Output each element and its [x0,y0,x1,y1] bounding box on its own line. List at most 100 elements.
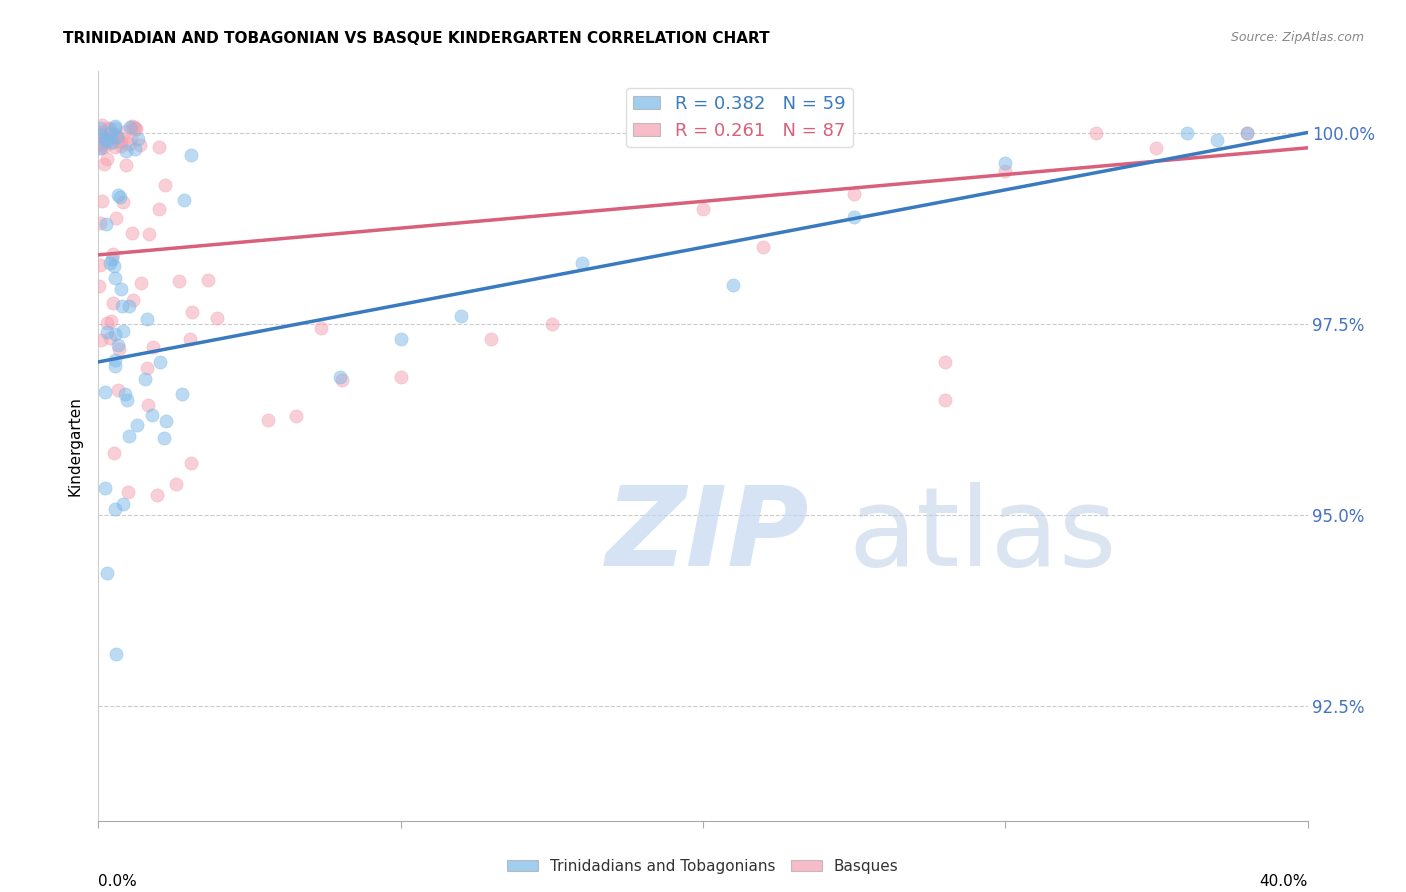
Point [124,142,146,156]
Point [148,202,170,217]
Point [89,133,111,147]
Point [94,131,117,145]
Point [104,502,127,516]
Point [115,145,138,159]
Point [104,353,127,368]
Point [1236,126,1258,140]
Point [167,274,190,288]
Point [117,485,139,500]
Point [118,136,141,151]
Point [994,163,1017,178]
Point [105,128,128,143]
Point [101,247,124,261]
Point [1236,126,1258,140]
Point [170,386,193,401]
Point [389,332,412,346]
Point [93,140,115,154]
Point [752,240,775,254]
Point [94,217,117,231]
Point [145,488,167,502]
Point [101,252,124,267]
Point [136,361,159,376]
Point [111,300,134,314]
Legend: Trinidadians and Tobagonians, Basques: Trinidadians and Tobagonians, Basques [502,853,904,880]
Point [101,135,124,149]
Point [121,120,143,134]
Point [103,446,125,460]
Point [125,122,148,136]
Point [90,119,112,133]
Point [692,202,714,216]
Point [96,134,118,148]
Point [90,137,112,152]
Point [329,370,352,384]
Point [98,126,121,140]
Point [89,141,111,155]
Point [115,158,138,172]
Point [114,386,136,401]
Point [107,134,129,148]
Point [389,370,412,384]
Point [155,414,177,428]
Point [309,320,332,334]
Point [110,139,132,153]
Point [128,137,150,152]
Point [129,276,152,290]
Point [111,324,134,338]
Point [149,355,172,369]
Point [101,295,124,310]
Y-axis label: Kindergarten: Kindergarten [67,396,83,496]
Point [180,147,202,161]
Point [103,259,125,273]
Point [256,412,278,426]
Point [103,128,125,142]
Point [91,125,114,139]
Point [96,566,118,580]
Point [100,128,122,143]
Point [136,312,159,326]
Point [138,227,160,242]
Point [1206,133,1229,147]
Point [141,408,163,422]
Point [87,279,110,293]
Point [134,372,156,386]
Point [180,456,202,470]
Point [107,130,129,145]
Point [205,310,228,325]
Point [89,120,111,135]
Text: Source: ZipAtlas.com: Source: ZipAtlas.com [1230,31,1364,45]
Point [105,647,128,661]
Point [89,216,111,230]
Point [117,428,139,442]
Point [107,384,129,398]
Point [115,124,138,138]
Point [120,131,142,145]
Point [104,271,127,285]
Point [96,153,118,167]
Point [98,256,121,270]
Point [173,193,195,207]
Point [121,226,143,240]
Point [94,385,117,400]
Point [844,186,866,201]
Point [89,136,111,151]
Point [115,392,138,407]
Point [136,398,159,412]
Point [197,273,219,287]
Point [153,431,176,445]
Point [111,195,134,210]
Point [723,278,745,293]
Point [93,132,115,146]
Text: atlas: atlas [848,483,1116,590]
Point [98,122,121,136]
Point [155,178,177,192]
Point [104,211,127,225]
Text: ZIP: ZIP [606,483,810,590]
Point [450,309,472,323]
Text: 0.0%: 0.0% [98,874,138,889]
Point [934,393,956,408]
Point [104,120,127,135]
Point [104,326,127,341]
Point [142,340,165,354]
Point [934,355,956,369]
